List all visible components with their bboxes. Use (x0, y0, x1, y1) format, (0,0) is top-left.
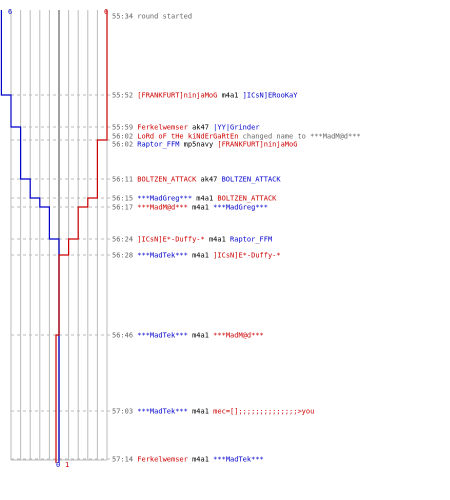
event-segment: m4a1 (188, 408, 213, 416)
event-row: 56:02 LoRd oF tHe kiNdErGaRtEn changed n… (112, 133, 361, 141)
event-segment: ***MadGreg*** (133, 195, 192, 203)
event-time: 55:52 (112, 92, 133, 100)
red-end-count: 1 (65, 461, 69, 469)
event-segment: mec=[];;;;;;;;;;;;;;>you (213, 408, 314, 416)
event-segment: m4a1 (188, 204, 213, 212)
event-guide-lines (11, 94, 110, 460)
event-row: 56:24 ]ICsN]E*-Duffy-* m4a1 Raptor_FFM (112, 236, 272, 244)
event-row: 56:15 ***MadGreg*** m4a1 BOLTZEN_ATTACK (112, 195, 277, 203)
event-log: 55:34 round started 55:52 [FRANKFURT]ninj… (112, 13, 361, 464)
event-time: 56:02 (112, 133, 133, 141)
event-segment: ]ICsN]ERooKaY (243, 92, 299, 100)
event-time: 56:17 (112, 204, 133, 212)
event-segment: mp5navy (179, 141, 217, 149)
event-segment: ak47 (188, 124, 213, 132)
event-segment: m4a1 (188, 332, 213, 340)
event-segment: Ferkelwemser (133, 124, 188, 132)
event-time: 56:24 (112, 236, 133, 244)
event-segment: ***MadTek*** (133, 408, 188, 416)
event-segment: m4a1 (192, 195, 217, 203)
event-time: 56:46 (112, 332, 133, 340)
blue-start-count: 6 (8, 8, 12, 16)
team-alive-lines (0, 10, 108, 463)
event-segment: BOLTZEN_ATTACK (133, 176, 197, 184)
event-segment: ***MadTek*** (213, 456, 264, 464)
event-row: 57:03 ***MadTek*** m4a1 mec=[];;;;;;;;;;… (112, 408, 314, 416)
event-time: 56:02 (112, 141, 133, 149)
event-segment: round started (133, 13, 192, 21)
event-segment: Raptor_FFM (230, 236, 272, 244)
event-time: 56:28 (112, 252, 133, 260)
event-segment: ]ICsN]E*-Duffy-* (213, 252, 280, 260)
event-time: 56:15 (112, 195, 133, 203)
event-segment: m4a1 (188, 252, 213, 260)
event-segment: [FRANKFURT]ninjaMoG (133, 92, 217, 100)
event-segment: m4a1 (217, 92, 242, 100)
event-segment: Raptor_FFM (133, 141, 179, 149)
event-time: 57:14 (112, 456, 133, 464)
event-segment: ***MadM@d*** (133, 204, 188, 212)
event-row: 55:34 round started (112, 13, 192, 21)
event-segment: BOLTZEN_ATTACK (217, 195, 277, 203)
event-segment: ]ICsN]E*-Duffy-* (133, 236, 205, 244)
event-segment: ***MadTek*** (133, 332, 188, 340)
event-time: 56:11 (112, 176, 133, 184)
event-segment: BOLTZEN_ATTACK (222, 176, 282, 184)
event-segment: [FRANKFURT]ninjaMoG (217, 141, 297, 149)
blue-team-line (0, 10, 60, 463)
event-row: 56:11 BOLTZEN_ATTACK ak47 BOLTZEN_ATTACK (112, 176, 281, 184)
event-segment: ***MadGreg*** (213, 204, 268, 212)
event-segment: m4a1 (188, 456, 213, 464)
event-time: 55:34 (112, 13, 133, 21)
event-time: 57:03 (112, 408, 133, 416)
blue-end-count: 0 (56, 461, 60, 469)
event-segment: m4a1 (205, 236, 230, 244)
event-segment: changed name to ***MadM@d*** (238, 133, 360, 141)
event-row: 56:02 Raptor_FFM mp5navy [FRANKFURT]ninj… (112, 141, 297, 149)
event-row: 57:14 Ferkelwemser m4a1 ***MadTek*** (112, 456, 264, 464)
event-segment: LoRd oF tHe kiNdErGaRtEn (133, 133, 238, 141)
red-team-line (55, 10, 108, 463)
event-segment: |YY|Grinder (213, 124, 259, 132)
red-start-count: 6 (104, 8, 108, 16)
event-row: 56:28 ***MadTek*** m4a1 ]ICsN]E*-Duffy-* (112, 252, 281, 260)
event-row: 56:46 ***MadTek*** m4a1 ***MadM@d*** (112, 332, 264, 340)
event-segment: ak47 (196, 176, 221, 184)
event-time: 55:59 (112, 124, 133, 132)
event-row: 55:52 [FRANKFURT]ninjaMoG m4a1 ]ICsN]ERo… (112, 92, 298, 100)
event-segment: ***MadM@d*** (213, 332, 264, 340)
event-segment: ***MadTek*** (133, 252, 188, 260)
event-row: 55:59 Ferkelwemser ak47 |YY|Grinder (112, 124, 260, 132)
event-row: 56:17 ***MadM@d*** m4a1 ***MadGreg*** (112, 204, 268, 212)
event-segment: Ferkelwemser (133, 456, 188, 464)
